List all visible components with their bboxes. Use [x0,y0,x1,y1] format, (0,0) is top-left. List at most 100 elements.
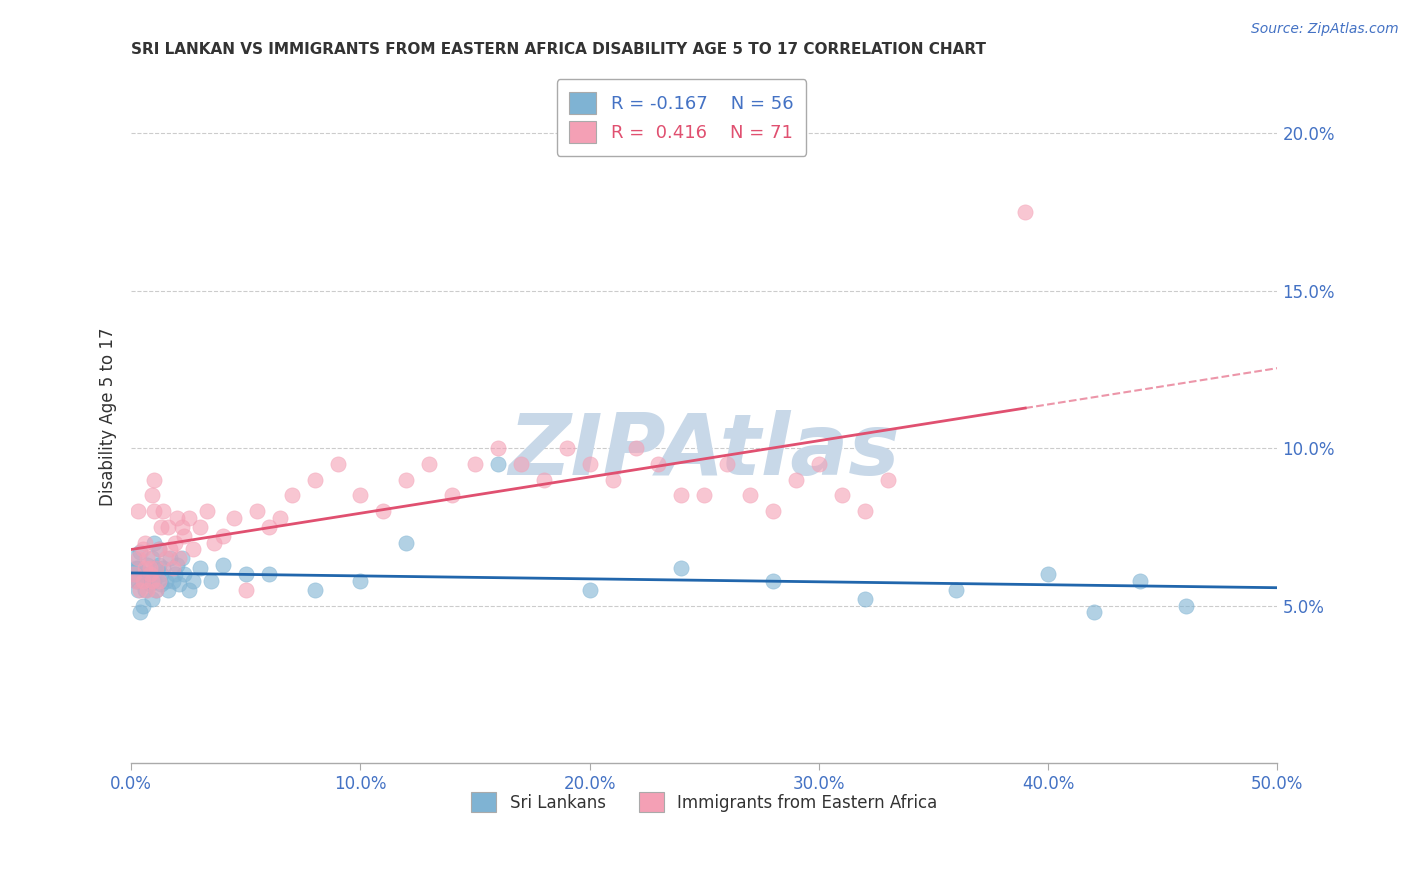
Point [1129,574,1152,588]
Point [155,551,177,566]
Point [159,551,181,566]
Point [162,561,184,575]
Point [212,558,235,572]
Point [127,582,149,597]
Point [138,567,160,582]
Point [181,541,204,556]
Point [177,510,200,524]
Legend: Sri Lankans, Immigrants from Eastern Africa: Sri Lankans, Immigrants from Eastern Afr… [460,780,949,824]
Point [132,541,155,556]
Point [170,551,193,566]
Point [257,567,280,582]
Point [136,551,159,566]
Point [235,567,257,582]
Point [200,574,222,588]
Point [129,605,152,619]
Point [127,504,149,518]
Point [162,574,184,588]
Point [441,488,464,502]
Point [235,582,257,597]
Point [740,488,762,502]
Point [173,567,195,582]
Point [136,558,159,572]
Point [280,488,302,502]
Point [169,551,191,566]
Point [326,457,349,471]
Point [163,535,186,549]
Point [1083,605,1105,619]
Point [169,576,191,591]
Point [143,473,166,487]
Point [138,567,160,582]
Point [127,574,149,588]
Point [132,599,155,613]
Point [945,582,967,597]
Point [418,457,440,471]
Point [349,574,371,588]
Point [145,582,167,597]
Point [134,535,156,549]
Point [156,582,179,597]
Point [138,576,160,591]
Point [148,558,170,572]
Point [464,457,486,471]
Point [145,582,167,597]
Point [125,574,148,588]
Point [132,574,155,588]
Point [143,504,166,518]
Point [555,442,578,456]
Point [807,457,830,471]
Point [148,574,170,588]
Point [486,457,509,471]
Text: SRI LANKAN VS IMMIGRANTS FROM EASTERN AFRICA DISABILITY AGE 5 TO 17 CORRELATION : SRI LANKAN VS IMMIGRANTS FROM EASTERN AF… [131,42,986,57]
Point [602,473,624,487]
Point [212,529,235,543]
Point [188,561,211,575]
Point [510,457,533,471]
Point [159,541,181,556]
Point [150,576,173,591]
Point [224,510,246,524]
Point [785,473,807,487]
Point [188,520,211,534]
Point [533,473,555,487]
Point [129,545,152,559]
Point [395,473,418,487]
Point [150,520,173,534]
Point [145,561,167,575]
Point [304,582,326,597]
Point [762,504,785,518]
Point [141,488,163,502]
Point [125,574,148,588]
Point [173,529,195,543]
Point [127,551,149,566]
Point [134,582,156,597]
Point [195,504,218,518]
Point [395,535,418,549]
Point [246,504,269,518]
Point [141,551,163,566]
Point [150,567,173,582]
Point [1036,567,1059,582]
Point [132,567,155,582]
Point [269,510,291,524]
Point [143,574,166,588]
Point [138,561,160,575]
Point [163,567,186,582]
Point [304,473,326,487]
Point [1014,205,1036,219]
Point [127,561,149,575]
Point [578,457,600,471]
Point [141,574,163,588]
Point [349,488,371,502]
Point [152,504,174,518]
Point [143,535,166,549]
Point [202,535,225,549]
Point [876,473,898,487]
Point [486,442,509,456]
Point [129,582,152,597]
Point [122,567,145,582]
Point [122,567,145,582]
Point [578,582,600,597]
Point [716,457,738,471]
